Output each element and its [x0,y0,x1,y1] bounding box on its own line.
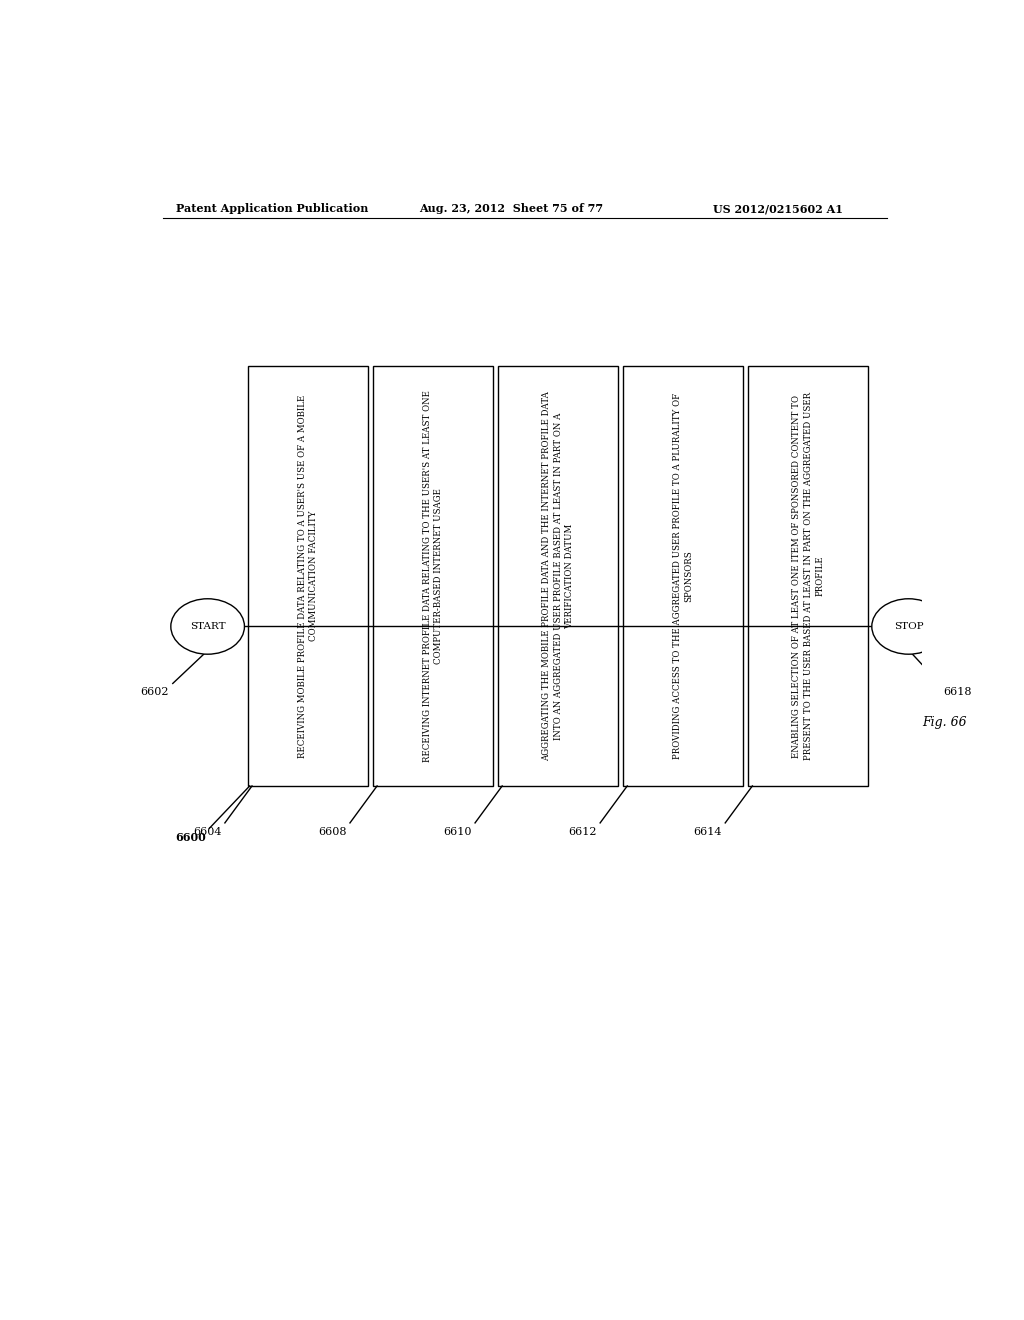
Text: ENABLING SELECTION OF AT LEAST ONE ITEM OF SPONSORED CONTENT TO
PRESENT TO THE U: ENABLING SELECTION OF AT LEAST ONE ITEM … [792,392,824,760]
Text: 6614: 6614 [693,826,722,837]
Text: RECEIVING INTERNET PROFILE DATA RELATING TO THE USER'S AT LEAST ONE
COMPUTER-BAS: RECEIVING INTERNET PROFILE DATA RELATING… [423,391,443,762]
Text: Patent Application Publication: Patent Application Publication [176,203,369,214]
Text: 6612: 6612 [568,826,597,837]
Text: 6608: 6608 [318,826,347,837]
Bar [499,367,617,785]
Bar [373,367,493,785]
Text: Aug. 23, 2012  Sheet 75 of 77: Aug. 23, 2012 Sheet 75 of 77 [419,203,603,214]
Text: 6600: 6600 [175,832,206,843]
Ellipse shape [871,599,945,655]
Text: 6602: 6602 [140,686,169,697]
Text: START: START [189,622,225,631]
Text: RECEIVING MOBILE PROFILE DATA RELATING TO A USER'S USE OF A MOBILE
COMMUNICATION: RECEIVING MOBILE PROFILE DATA RELATING T… [298,395,318,758]
Bar [749,367,868,785]
Bar [248,367,368,785]
Text: STOP: STOP [894,622,924,631]
Text: PROVIDING ACCESS TO THE AGGREGATED USER PROFILE TO A PLURALITY OF
SPONSORS: PROVIDING ACCESS TO THE AGGREGATED USER … [673,393,693,759]
Text: 6618: 6618 [943,686,972,697]
Text: AGGREGATING THE MOBILE PROFILE DATA AND THE INTERNET PROFILE DATA
INTO AN AGGREG: AGGREGATING THE MOBILE PROFILE DATA AND … [542,391,574,762]
Text: 6610: 6610 [443,826,472,837]
Ellipse shape [171,599,245,655]
Text: 6604: 6604 [194,826,222,837]
Bar [624,367,743,785]
Text: Fig. 66: Fig. 66 [923,715,968,729]
Text: US 2012/0215602 A1: US 2012/0215602 A1 [713,203,843,214]
